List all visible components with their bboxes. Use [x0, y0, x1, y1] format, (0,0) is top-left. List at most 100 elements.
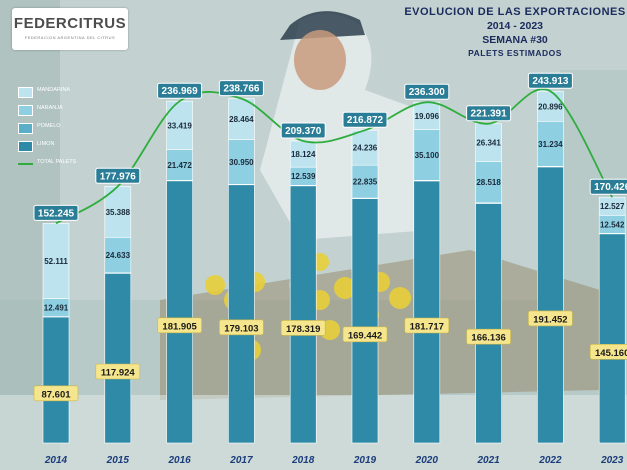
naranja-label-2022: 31.234	[538, 140, 563, 149]
naranja-label-2016: 21.472	[167, 161, 192, 170]
logo-subtext: FEDERACION ARGENTINA DEL CITRUS	[24, 35, 116, 40]
mandarina-label-2021: 26.341	[476, 139, 501, 148]
bars-group	[42, 90, 626, 444]
legend-item-pomelo: POMELO	[18, 119, 88, 137]
bar-mandarina-2021	[475, 123, 502, 162]
total-label-2015: 177.976	[100, 171, 137, 182]
chart-week: SEMANA #30	[482, 34, 548, 46]
bar-limon-2018	[289, 185, 317, 444]
limon-label-2019: 169.442	[348, 330, 382, 341]
legend-label-total: TOTAL PALETS	[37, 159, 77, 165]
chart-legend: MANDARINA NARANJA POMELO LIMON TOTAL PAL…	[18, 83, 88, 173]
limon-label-box-2022	[528, 310, 573, 327]
total-label-box-2016	[157, 82, 203, 99]
total-label-box-2014	[33, 204, 79, 221]
bar-mandarina-2020	[413, 101, 441, 130]
year-label-2016: 2016	[167, 455, 191, 466]
total-label-2021: 221.391	[471, 109, 508, 120]
bar-naranja-2021	[475, 161, 502, 204]
legend-line-total	[18, 163, 33, 165]
bar-naranja-2020	[413, 129, 441, 181]
limon-label-2017: 179.103	[224, 323, 258, 334]
total-label-box-2023	[589, 178, 627, 195]
limon-label-box-2020	[404, 317, 450, 334]
year-label-2014: 2014	[44, 455, 68, 466]
bar-naranja-2019	[351, 164, 379, 199]
bar-limon-2021	[475, 203, 502, 444]
mandarina-label-2019: 24.236	[353, 144, 378, 153]
limon-label-2018: 178.319	[286, 324, 320, 335]
total-label-box-2022	[527, 72, 573, 89]
mandarina-label-2015: 35.388	[106, 208, 131, 217]
federcitrus-logo: FEDERCITRUS FEDERACION ARGENTINA DEL CIT…	[12, 8, 128, 50]
bar-limon-2020	[413, 180, 441, 444]
bar-mandarina-2018	[289, 140, 317, 168]
bar-limon-2023	[598, 233, 626, 444]
total-label-2020: 236.300	[409, 87, 446, 98]
total-label-2018: 209.370	[285, 126, 322, 137]
limon-label-box-2023	[589, 344, 627, 360]
limon-label-box-2014	[33, 385, 79, 402]
legend-swatch-mandarina	[18, 87, 33, 98]
total-label-2016: 236.969	[162, 86, 199, 97]
year-label-2018: 2018	[291, 455, 315, 466]
bar-naranja-2016	[166, 149, 193, 181]
bar-mandarina-2014	[42, 223, 70, 299]
legend-item-naranja: NARANJA	[18, 101, 88, 119]
legend-swatch-limon	[18, 141, 33, 152]
total-label-2014: 152.245	[38, 208, 75, 219]
mandarina-label-2014: 52.111	[44, 257, 68, 266]
total-label-2019: 216.872	[347, 115, 384, 126]
chart-subtitle: PALETS ESTIMADOS	[468, 48, 562, 58]
bar-naranja-2015	[104, 237, 132, 274]
naranja-label-2018: 12.539	[291, 172, 316, 181]
bar-naranja-2022	[537, 121, 564, 167]
year-label-2021: 2021	[476, 455, 500, 466]
naranja-label-2020: 35.100	[415, 151, 440, 160]
legend-item-mandarina: MANDARINA	[18, 83, 88, 101]
mandarina-label-2016: 33.419	[167, 121, 192, 130]
bar-limon-2022	[537, 166, 564, 444]
bar-limon-2017	[228, 184, 255, 444]
naranja-label-2021: 28.518	[476, 178, 501, 187]
limon-label-2020: 181.717	[410, 322, 444, 333]
limon-label-box-2019	[342, 326, 388, 343]
mandarina-label-2018: 18.124	[291, 150, 316, 159]
bar-naranja-2017	[228, 139, 255, 185]
total-label-box-2020	[404, 83, 450, 100]
mandarina-label-2017: 28.464	[229, 115, 254, 124]
legend-swatch-pomelo	[18, 123, 33, 134]
legend-label-limon: LIMON	[37, 141, 55, 147]
naranja-label-2014: 12.491	[44, 304, 69, 313]
year-label-2017: 2017	[229, 455, 253, 466]
legend-item-total: TOTAL PALETS	[18, 155, 88, 173]
mandarina-label-2022: 20.896	[538, 102, 563, 111]
chart-title-block: EVOLUCION DE LAS EXPORTACIONES 2014 - 20…	[400, 6, 627, 58]
year-label-2019: 2019	[353, 455, 377, 466]
year-label-2023: 2023	[600, 455, 624, 466]
bar-mandarina-2017	[228, 98, 255, 140]
total-label-2023: 170.426	[594, 182, 627, 193]
mandarina-label-2020: 19.096	[415, 112, 440, 121]
limon-label-2015: 117.924	[101, 368, 136, 379]
year-axis: 2014 2015 2016 2017 2018 2019 2020 2021 2022 2023	[44, 455, 624, 466]
limon-label-2023: 145.160	[595, 348, 627, 359]
limon-label-box-2015	[95, 363, 141, 380]
limon-label-box-2018	[280, 320, 326, 336]
bar-limon-2015	[104, 272, 132, 444]
labels-group: 87.601 12.491 52.111 117.924 24.633 35.388 181…	[33, 72, 627, 402]
chart-title: EVOLUCION DE LAS EXPORTACIONES	[404, 6, 626, 18]
limon-label-2016: 181.905	[162, 321, 197, 332]
limon-label-box-2017	[219, 319, 264, 336]
total-palets-line	[55, 88, 613, 225]
limon-label-box-2016	[157, 317, 202, 334]
legend-label-pomelo: POMELO	[37, 123, 61, 129]
bar-limon-2014	[42, 316, 70, 444]
bar-limon-2016	[166, 180, 193, 444]
year-label-2015: 2015	[106, 455, 130, 466]
legend-item-limon: LIMON	[18, 137, 88, 155]
naranja-label-2017: 30.950	[229, 158, 254, 167]
naranja-label-2023: 12.542	[600, 220, 625, 229]
bar-mandarina-2019	[351, 129, 379, 166]
